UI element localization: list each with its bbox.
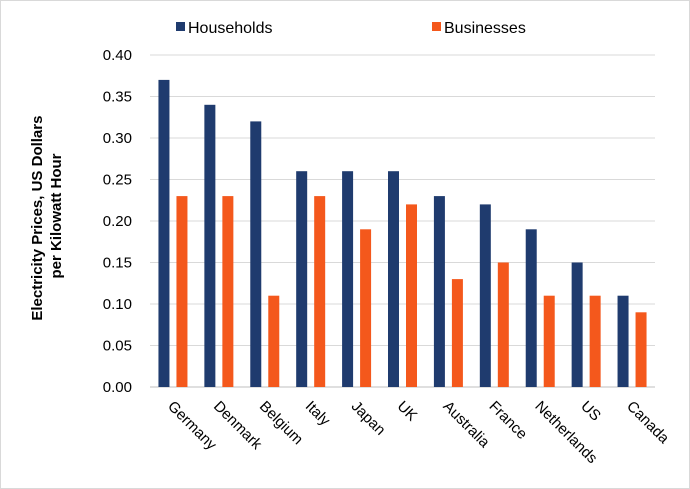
legend-swatch-households: [176, 22, 185, 31]
y-tick-label: 0.35: [103, 89, 132, 106]
bar-households-denmark: [204, 104, 216, 388]
bar-households-canada: [617, 295, 629, 387]
bar-businesses-uk: [406, 204, 417, 387]
legend-label-businesses: Businesses: [444, 20, 526, 37]
category-label: Australia: [440, 398, 494, 452]
y-tick-label: 0.40: [103, 47, 132, 64]
bar-businesses-italy: [314, 196, 326, 387]
category-label: Italy: [302, 398, 334, 430]
gridlines: [150, 54, 655, 346]
bar-businesses-france: [497, 262, 509, 387]
legend: Households Businesses: [176, 20, 526, 37]
y-axis-label-line2: per Kilowatt Hour: [48, 153, 65, 278]
bar-households-japan: [342, 171, 354, 387]
bars: [158, 79, 647, 388]
category-label: France: [485, 398, 530, 443]
y-tick-label: 0.00: [103, 379, 132, 396]
bar-businesses-canada: [635, 312, 647, 387]
legend-label-households: Households: [188, 20, 273, 37]
bar-households-belgium: [250, 121, 262, 388]
bar-households-us: [571, 262, 583, 387]
bar-households-australia: [433, 196, 445, 387]
y-axis-label-line1: Electricity Prices, US Dollars: [29, 116, 46, 321]
y-tick-label: 0.30: [103, 130, 132, 147]
bar-businesses-japan: [360, 229, 372, 387]
bar-households-uk: [388, 171, 399, 387]
category-label: Germany: [164, 398, 220, 454]
category-label: Canada: [623, 398, 673, 448]
y-tick-label: 0.25: [103, 172, 132, 189]
category-label: Denmark: [210, 398, 265, 453]
y-tick-label: 0.20: [103, 213, 132, 230]
category-label: Japan: [348, 398, 389, 439]
bar-households-netherlands: [525, 229, 537, 387]
bar-households-italy: [296, 171, 308, 387]
bar-businesses-netherlands: [543, 295, 555, 387]
bar-businesses-germany: [176, 196, 188, 387]
legend-swatch-businesses: [432, 22, 441, 31]
category-label: UK: [394, 398, 421, 425]
y-axis-label: Electricity Prices, US Dollars per Kilow…: [29, 111, 65, 320]
y-tick-label: 0.05: [103, 338, 132, 355]
bar-businesses-australia: [451, 279, 463, 387]
y-tick-label: 0.10: [103, 296, 132, 313]
y-tick-labels: 0.00 0.05 0.10 0.15 0.20 0.25 0.30 0.35 0.40: [103, 47, 132, 396]
bar-businesses-denmark: [222, 196, 234, 387]
bar-businesses-belgium: [268, 295, 280, 387]
bar-households-france: [479, 204, 491, 387]
y-tick-label: 0.15: [103, 255, 132, 272]
bar-businesses-us: [589, 295, 601, 387]
category-label: US: [577, 398, 604, 425]
bar-households-germany: [158, 79, 170, 388]
